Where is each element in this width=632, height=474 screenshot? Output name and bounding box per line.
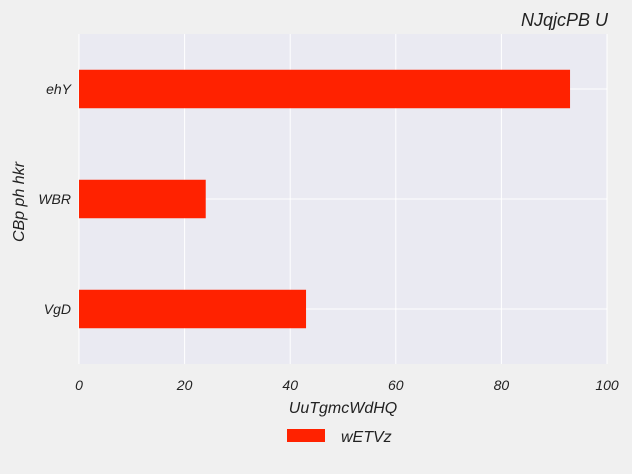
y-tick-label: WBR [38, 191, 71, 207]
legend-swatch [287, 429, 325, 442]
x-tick-label: 20 [176, 377, 193, 393]
bars [79, 69, 571, 329]
y-tick-labels: ehY WBR VgD [38, 81, 72, 317]
x-axis-label: UuTgmcWdHQ [289, 400, 397, 417]
y-tick-label: ehY [46, 81, 73, 97]
y-tick-label: VgD [44, 301, 71, 317]
legend-label: wETVz [341, 429, 392, 446]
chart-title: NJqjcPB U [521, 10, 609, 30]
x-tick-labels: 0 20 40 60 80 100 [75, 377, 619, 393]
x-tick-label: 40 [282, 377, 298, 393]
x-tick-label: 100 [595, 377, 619, 393]
bar-ehY [79, 69, 571, 109]
bar-WBR [79, 179, 206, 219]
y-axis-label: CBp ph hkr [11, 161, 28, 242]
x-tick-label: 80 [494, 377, 510, 393]
x-tick-label: 0 [75, 377, 83, 393]
x-tick-label: 60 [388, 377, 404, 393]
legend: wETVz [287, 429, 392, 446]
bar-VgD [79, 289, 307, 329]
